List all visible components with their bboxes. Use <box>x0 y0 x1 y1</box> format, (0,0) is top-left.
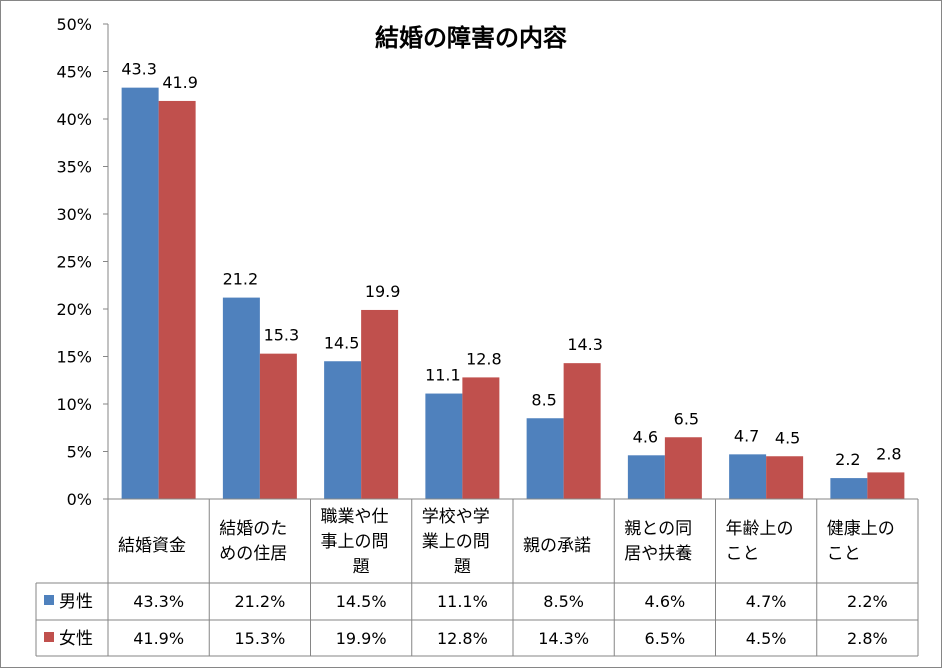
data-label: 14.5 <box>324 333 360 352</box>
category-label: 職業や仕 <box>321 507 389 527</box>
category-label: 居や扶養 <box>624 544 692 564</box>
bar-female <box>259 353 297 499</box>
table-cell: 4.6% <box>645 592 686 611</box>
data-label: 4.5 <box>775 428 800 447</box>
y-tick-label: 5% <box>67 443 92 462</box>
table-cell: 14.3% <box>538 629 589 648</box>
bar-female <box>563 363 601 499</box>
category-label: めの住居 <box>219 544 287 564</box>
table-cell: 11.1% <box>437 592 488 611</box>
data-label: 15.3 <box>264 326 300 345</box>
data-label: 19.9 <box>365 282 401 301</box>
table-cell: 4.7% <box>746 592 787 611</box>
data-label: 14.3 <box>567 335 603 354</box>
y-tick-label: 0% <box>67 490 92 509</box>
bar-male <box>627 455 665 499</box>
table-cell: 12.8% <box>437 629 488 648</box>
data-label: 2.2 <box>835 450 860 469</box>
bar-female <box>361 309 399 499</box>
bar-female <box>664 437 702 499</box>
bar-female <box>766 456 804 499</box>
y-tick-label: 10% <box>56 395 92 414</box>
category-label: 親の承諾 <box>523 536 591 556</box>
table-cell: 21.2% <box>234 592 285 611</box>
data-label: 8.5 <box>531 390 556 409</box>
category-label: 業上の問 <box>422 532 490 552</box>
y-tick-label: 50% <box>56 15 92 34</box>
y-tick-label: 30% <box>56 205 92 224</box>
legend-label-male: 男性 <box>59 592 93 612</box>
table-cell: 41.9% <box>133 629 184 648</box>
chart-title: 結婚の障害の内容 <box>375 24 567 52</box>
y-tick-label: 20% <box>56 300 92 319</box>
bar-male <box>324 361 362 499</box>
data-label: 43.3 <box>121 60 157 79</box>
table-cell: 8.5% <box>543 592 584 611</box>
legend-swatch-male <box>44 595 54 605</box>
y-tick-label: 35% <box>56 158 92 177</box>
bar-male <box>729 454 767 499</box>
category-label: 親との同 <box>624 519 692 539</box>
data-label: 6.5 <box>674 409 699 428</box>
table-cell: 2.8% <box>847 629 888 648</box>
data-label: 21.2 <box>223 270 259 289</box>
category-label: こと <box>726 544 760 564</box>
bar-male <box>425 393 463 499</box>
bar-male <box>526 418 564 499</box>
category-label: 事上の問 <box>321 532 389 552</box>
bar-male <box>222 297 260 499</box>
data-label: 4.6 <box>633 427 658 446</box>
bar-female <box>158 100 196 499</box>
data-label: 41.9 <box>162 73 198 92</box>
bar-female <box>462 377 500 499</box>
table-cell: 15.3% <box>234 629 285 648</box>
data-label: 11.1 <box>425 366 461 385</box>
category-label: 結婚資金 <box>118 536 186 556</box>
bar-female <box>867 472 905 499</box>
category-label: 健康上の <box>827 519 895 539</box>
y-tick-label: 15% <box>56 348 92 367</box>
table-cell: 6.5% <box>645 629 686 648</box>
data-label: 2.8 <box>876 444 901 463</box>
category-label: 学校や学 <box>422 507 490 527</box>
bar-male <box>830 478 868 499</box>
data-label: 12.8 <box>466 349 502 368</box>
category-label: 題 <box>353 557 370 577</box>
table-cell: 4.5% <box>746 629 787 648</box>
table-cell: 2.2% <box>847 592 888 611</box>
category-label: 結婚のた <box>219 519 287 539</box>
table-cell: 14.5% <box>336 592 387 611</box>
y-tick-label: 40% <box>56 110 92 129</box>
legend-swatch-female <box>44 632 54 642</box>
table-cell: 19.9% <box>336 629 387 648</box>
bar-male <box>121 87 159 500</box>
y-tick-label: 45% <box>56 63 92 82</box>
data-label: 4.7 <box>734 426 759 445</box>
category-label: 題 <box>454 557 471 577</box>
category-label: 年齢上の <box>726 519 794 539</box>
legend-label-female: 女性 <box>59 629 93 649</box>
category-label: こと <box>827 544 861 564</box>
table-cell: 43.3% <box>133 592 184 611</box>
y-tick-label: 25% <box>56 253 92 272</box>
